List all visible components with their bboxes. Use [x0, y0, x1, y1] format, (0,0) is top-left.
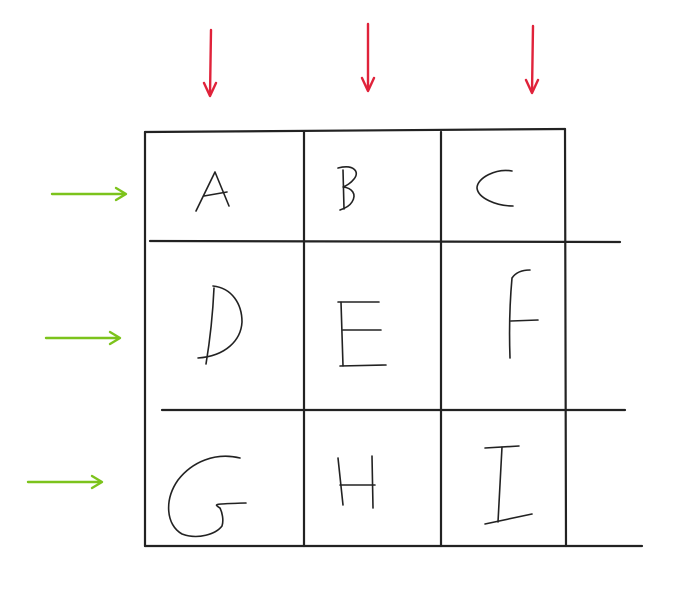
cell-e-label: E [360, 334, 361, 336]
cell-e: E [337, 301, 387, 367]
grid-column-divider-3 [563, 127, 568, 548]
grid-top-line [143, 127, 567, 134]
cell-f: F [508, 269, 539, 359]
cell-d-label: D [220, 324, 221, 326]
grid [143, 127, 644, 548]
cell-c: C [476, 169, 514, 207]
cell-b-label: B [350, 194, 351, 196]
column-marker-3-down-arrow-icon [524, 24, 540, 95]
cell-c-label: C [495, 194, 496, 196]
cell-b: B [337, 166, 358, 211]
cell-a: A [195, 171, 230, 212]
cell-i: I [484, 445, 533, 525]
cell-d: D [197, 285, 243, 365]
row-marker-3-right-arrow-icon [26, 474, 104, 490]
row-marker-2-right-arrow-icon [44, 330, 122, 346]
cell-letters: A B C D E F [167, 166, 539, 538]
column-markers [202, 22, 540, 98]
grid-row-divider-1 [148, 239, 622, 244]
column-marker-2-down-arrow-icon [360, 22, 376, 93]
row-marker-1-right-arrow-icon [50, 186, 128, 202]
row-markers [26, 186, 128, 490]
cell-i-label: I [505, 484, 506, 486]
cell-g-label: G [205, 499, 206, 501]
cell-h: H [337, 455, 376, 509]
column-marker-1-down-arrow-icon [202, 28, 218, 98]
cell-g: G [167, 455, 247, 538]
